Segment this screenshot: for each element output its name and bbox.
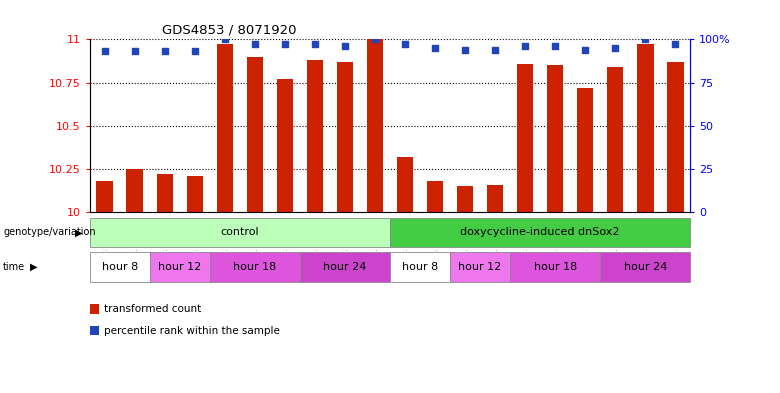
Point [278, 41, 291, 48]
Bar [367, 39, 383, 212]
Text: hour 12: hour 12 [459, 262, 502, 272]
Point [519, 43, 531, 50]
Text: transformed count: transformed count [104, 304, 201, 314]
Bar [186, 176, 203, 212]
Text: hour 24: hour 24 [323, 262, 367, 272]
Point [98, 48, 111, 55]
Bar [547, 65, 563, 212]
Point [309, 41, 321, 48]
Bar [277, 79, 293, 212]
Bar [307, 60, 323, 212]
Text: control: control [221, 228, 259, 237]
Point [369, 36, 381, 42]
Point [669, 41, 682, 48]
Point [609, 45, 622, 51]
Point [459, 46, 471, 53]
Text: doxycycline-induced dnSox2: doxycycline-induced dnSox2 [460, 228, 620, 237]
Bar [427, 181, 443, 212]
Bar [90, 218, 390, 247]
Bar [390, 218, 690, 247]
Text: percentile rank within the sample: percentile rank within the sample [104, 325, 279, 336]
Point [489, 46, 502, 53]
Bar [246, 57, 263, 212]
Bar [397, 157, 413, 212]
Text: time: time [3, 262, 25, 272]
Bar [510, 252, 601, 282]
Bar [126, 169, 143, 212]
Point [218, 36, 231, 42]
Bar [600, 252, 690, 282]
Bar [487, 185, 503, 212]
Text: hour 18: hour 18 [233, 262, 276, 272]
Point [399, 41, 411, 48]
Point [129, 48, 141, 55]
Point [158, 48, 171, 55]
Bar [390, 252, 450, 282]
Text: ▶: ▶ [30, 262, 37, 272]
Point [549, 43, 562, 50]
Text: GDS4853 / 8071920: GDS4853 / 8071920 [161, 24, 296, 37]
Bar [450, 252, 510, 282]
Bar [637, 44, 654, 212]
Point [189, 48, 201, 55]
Bar [97, 181, 113, 212]
Bar [210, 252, 300, 282]
Text: hour 8: hour 8 [402, 262, 438, 272]
Bar [150, 252, 210, 282]
Bar [217, 44, 233, 212]
Bar [457, 186, 473, 212]
Text: hour 24: hour 24 [623, 262, 667, 272]
Point [249, 41, 261, 48]
Point [339, 43, 351, 50]
Bar [157, 174, 173, 212]
Bar [90, 252, 150, 282]
Point [429, 45, 441, 51]
Bar [577, 88, 594, 212]
Bar [337, 62, 353, 212]
Point [639, 36, 651, 42]
Text: hour 18: hour 18 [534, 262, 576, 272]
Text: ▶: ▶ [75, 228, 83, 237]
Text: hour 12: hour 12 [158, 262, 201, 272]
Bar [667, 62, 683, 212]
Text: genotype/variation: genotype/variation [3, 228, 96, 237]
Bar [607, 67, 623, 212]
Bar [300, 252, 390, 282]
Bar [517, 64, 534, 212]
Point [579, 46, 591, 53]
Text: hour 8: hour 8 [101, 262, 138, 272]
